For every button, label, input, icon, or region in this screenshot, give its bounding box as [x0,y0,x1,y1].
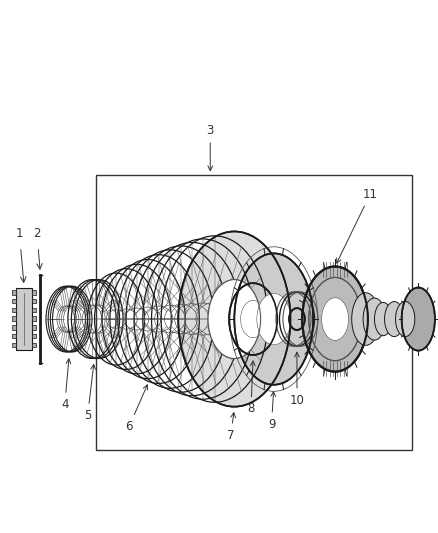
Text: 6: 6 [125,385,148,433]
Bar [32,325,36,329]
Ellipse shape [352,293,380,345]
Bar [16,288,32,350]
Bar [32,290,36,295]
Ellipse shape [208,280,261,359]
Ellipse shape [302,266,368,372]
Bar [32,308,36,312]
Text: 7: 7 [227,413,236,441]
Ellipse shape [396,302,415,336]
Text: 9: 9 [268,392,276,431]
Text: 10: 10 [290,352,304,407]
Ellipse shape [241,301,265,337]
Bar [12,308,16,312]
Text: 3: 3 [207,124,214,171]
Bar [32,334,36,338]
Text: 2: 2 [33,227,41,240]
Bar [12,343,16,347]
Bar [32,317,36,321]
Text: 5: 5 [84,365,95,422]
Ellipse shape [402,287,435,351]
Text: 4: 4 [61,359,71,411]
Ellipse shape [374,302,392,336]
Ellipse shape [322,298,348,340]
Bar [96,174,412,450]
Ellipse shape [178,231,290,407]
Text: 8: 8 [247,361,255,415]
Bar [12,325,16,329]
Bar [12,299,16,303]
Bar [12,317,16,321]
Bar [12,334,16,338]
Bar [32,343,36,347]
Bar [12,290,16,295]
Ellipse shape [385,302,404,336]
Ellipse shape [363,298,386,340]
Ellipse shape [257,294,290,344]
Text: 11: 11 [337,188,378,263]
Text: 1: 1 [16,227,24,240]
Bar [32,299,36,303]
Ellipse shape [229,283,277,355]
Ellipse shape [234,253,313,385]
